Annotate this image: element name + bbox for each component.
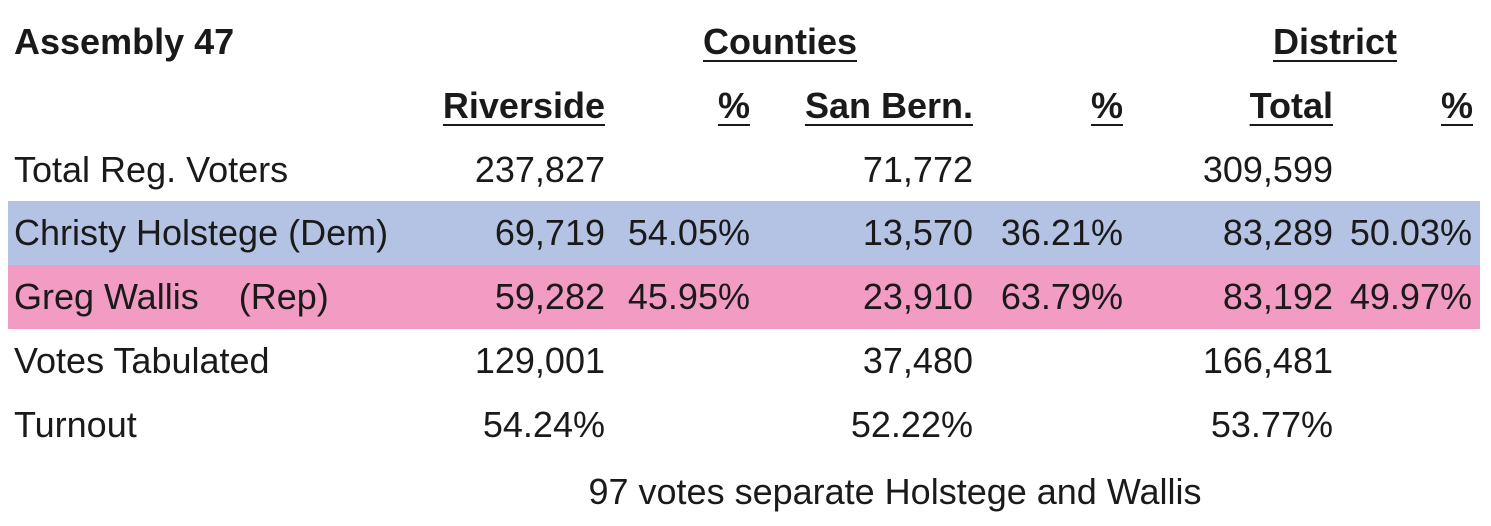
row-label: Votes Tabulated	[14, 340, 270, 381]
table-row: Total Reg. Voters 237,827 71,772 309,599	[0, 138, 1491, 202]
table-row: Turnout 54.24% 52.22% 53.77%	[0, 393, 1491, 457]
col-riverside-pct: %	[717, 85, 750, 126]
riverside-pct-value: 54.05%	[627, 212, 750, 253]
sanbern-value: 71,772	[862, 149, 973, 190]
row-highlight	[8, 265, 1480, 329]
table-row: Christy Holstege (Dem) 69,719 54.05% 13,…	[0, 201, 1491, 265]
sanbern-value: 23,910	[862, 276, 973, 317]
col-sanbern-pct: %	[1090, 85, 1123, 126]
col-riverside: Riverside	[442, 85, 605, 126]
margin-note: 97 votes separate Holstege and Wallis	[588, 471, 1202, 512]
total-value: 53.77%	[1210, 404, 1333, 445]
sanbern-pct-value: 63.79%	[1000, 276, 1123, 317]
table-title: Assembly 47	[14, 21, 235, 62]
riverside-value: 69,719	[494, 212, 605, 253]
table-row: Greg Wallis (Rep) 59,282 45.95% 23,910 6…	[0, 265, 1491, 329]
sanbern-value: 37,480	[862, 340, 973, 381]
riverside-value: 54.24%	[482, 404, 605, 445]
row-label: Total Reg. Voters	[14, 149, 289, 190]
group-header-row: Assembly 47 Counties District	[0, 10, 1491, 74]
table-row: Votes Tabulated 129,001 37,480 166,481	[0, 329, 1491, 393]
col-sanbern: San Bern.	[804, 85, 973, 126]
row-label: Greg Wallis (Rep)	[14, 276, 329, 317]
col-total-pct: %	[1440, 85, 1473, 126]
riverside-value: 237,827	[474, 149, 605, 190]
total-value: 166,481	[1202, 340, 1333, 381]
sanbern-value: 52.22%	[850, 404, 973, 445]
row-label: Christy Holstege (Dem)	[14, 212, 389, 253]
column-header-row: Riverside % San Bern. % Total %	[0, 74, 1491, 138]
total-pct-value: 50.03%	[1349, 212, 1472, 253]
col-total: Total	[1249, 85, 1333, 126]
total-value: 83,192	[1222, 276, 1333, 317]
row-label: Turnout	[14, 404, 137, 445]
riverside-pct-value: 45.95%	[627, 276, 750, 317]
total-value: 309,599	[1202, 149, 1333, 190]
total-value: 83,289	[1222, 212, 1333, 253]
riverside-value: 59,282	[494, 276, 605, 317]
counties-header: Counties	[702, 21, 857, 62]
total-pct-value: 49.97%	[1349, 276, 1472, 317]
sanbern-value: 13,570	[862, 212, 973, 253]
riverside-value: 129,001	[474, 340, 605, 381]
sanbern-pct-value: 36.21%	[1000, 212, 1123, 253]
row-highlight	[8, 201, 1480, 265]
district-header: District	[1272, 21, 1398, 62]
